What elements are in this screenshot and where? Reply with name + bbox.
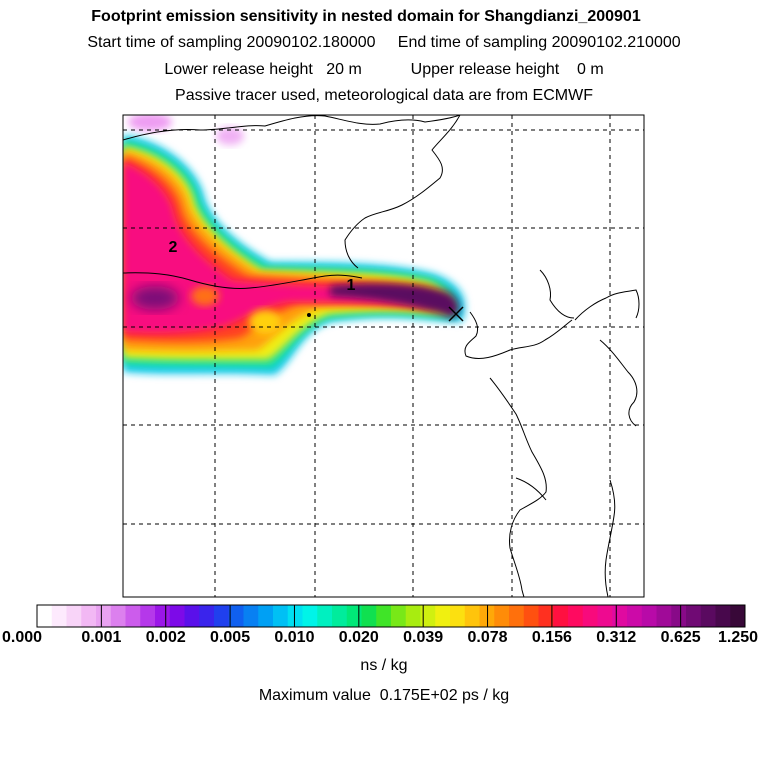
colorbar-tick-label: 0.000 [1, 629, 43, 646]
colorbar-swatch [214, 605, 230, 627]
colorbar-tick-label: 0.010 [274, 629, 315, 646]
colorbar-tick-label: 0.078 [467, 629, 508, 646]
colorbar-swatch [96, 605, 112, 627]
colorbar-swatch [730, 605, 746, 627]
colorbar-swatch [435, 605, 451, 627]
plume-patch [191, 286, 219, 306]
colorbar-tick-label: 1.250 [717, 629, 759, 646]
colorbar-swatch [464, 605, 480, 627]
colorbar-tick-label: 0.001 [81, 629, 122, 646]
coast-line-east [464, 311, 573, 359]
colorbar-frame [36, 604, 746, 628]
border-line [123, 115, 461, 141]
colorbar-swatch [568, 605, 584, 627]
colorbar-swatch [656, 605, 672, 627]
tracer-info-line: Passive tracer used, meteorological data… [175, 87, 593, 104]
colorbar-swatch [700, 605, 716, 627]
colorbar-swatch [715, 605, 731, 627]
coast-line-east2 [599, 339, 638, 427]
colorbar-swatch [110, 605, 126, 627]
colorbar-tick-label: 0.039 [403, 629, 444, 646]
colorbar-tick-label: 0.312 [596, 629, 637, 646]
colorbar-swatch [125, 605, 141, 627]
colorbar-swatch [51, 605, 67, 627]
colorbar-swatch [243, 605, 259, 627]
max-value-text: Maximum value 0.175E+02 ps / kg [258, 687, 510, 704]
colorbar-swatch [641, 605, 657, 627]
colorbar-swatch [686, 605, 702, 627]
colorbar-swatch [405, 605, 421, 627]
colorbar-swatch [37, 605, 53, 627]
colorbar-swatch [450, 605, 466, 627]
units-label: ns / kg [360, 657, 408, 674]
colorbar-swatch [361, 605, 377, 627]
colorbar-swatch [494, 605, 510, 627]
colorbar-swatch [258, 605, 274, 627]
colorbar-swatch [671, 605, 687, 627]
colorbar-swatch [346, 605, 362, 627]
plume-layer [123, 115, 465, 375]
colorbar-swatch [391, 605, 407, 627]
graticule [123, 115, 644, 597]
colorbar-swatch [66, 605, 82, 627]
coast-line-south [489, 377, 547, 597]
city-dot [307, 313, 311, 317]
colorbar-swatch [582, 605, 598, 627]
colorbar-tick-label: 0.156 [531, 629, 572, 646]
bay-line [515, 477, 547, 501]
plume-label-1: 1 [347, 277, 356, 294]
colorbar [36, 604, 746, 628]
colorbar-swatch [376, 605, 392, 627]
colorbar-swatch [420, 605, 436, 627]
plume-wisp [128, 115, 172, 131]
plume-patch [249, 310, 281, 334]
map-frame [122, 114, 645, 598]
province-line [123, 272, 363, 289]
colorbar-swatch [538, 605, 554, 627]
colorbar-swatch [81, 605, 97, 627]
colorbar-swatch [612, 605, 628, 627]
colorbar-swatch [509, 605, 525, 627]
plume-core [330, 283, 460, 318]
map-outlines [123, 115, 640, 597]
colorbar-tick-label: 0.020 [338, 629, 379, 646]
sampling-time-line: Start time of sampling 20090102.180000 E… [87, 34, 681, 51]
colorbar-swatch [523, 605, 539, 627]
peninsula-line [539, 269, 575, 319]
colorbar-swatch [287, 605, 303, 627]
colorbar-swatch [140, 605, 156, 627]
coast-line-ne [574, 289, 640, 321]
colorbar-swatch [199, 605, 215, 627]
x-marker [448, 306, 464, 322]
colorbar-swatch [302, 605, 318, 627]
colorbar-swatch [553, 605, 569, 627]
colorbar-swatch [627, 605, 643, 627]
coast-line [344, 115, 461, 269]
plume-core-west [131, 286, 179, 310]
release-height-line: Lower release height 20 m Upper release … [164, 61, 604, 78]
colorbar-swatch [317, 605, 333, 627]
colorbar-swatch [273, 605, 289, 627]
colorbar-tick-label: 0.002 [145, 629, 186, 646]
colorbar-swatch [228, 605, 244, 627]
plume-wisp [216, 127, 244, 145]
coast-line-far [604, 479, 616, 597]
colorbar-tick-label: 0.625 [660, 629, 701, 646]
plume-label-2: 2 [169, 239, 178, 256]
colorbar-swatch [332, 605, 348, 627]
colorbar-swatch [184, 605, 200, 627]
colorbar-swatch [597, 605, 613, 627]
colorbar-tick-label: 0.005 [210, 629, 251, 646]
map-title: Footprint emission sensitivity in nested… [91, 8, 641, 25]
colorbar-swatch [169, 605, 185, 627]
colorbar-swatch [155, 605, 171, 627]
